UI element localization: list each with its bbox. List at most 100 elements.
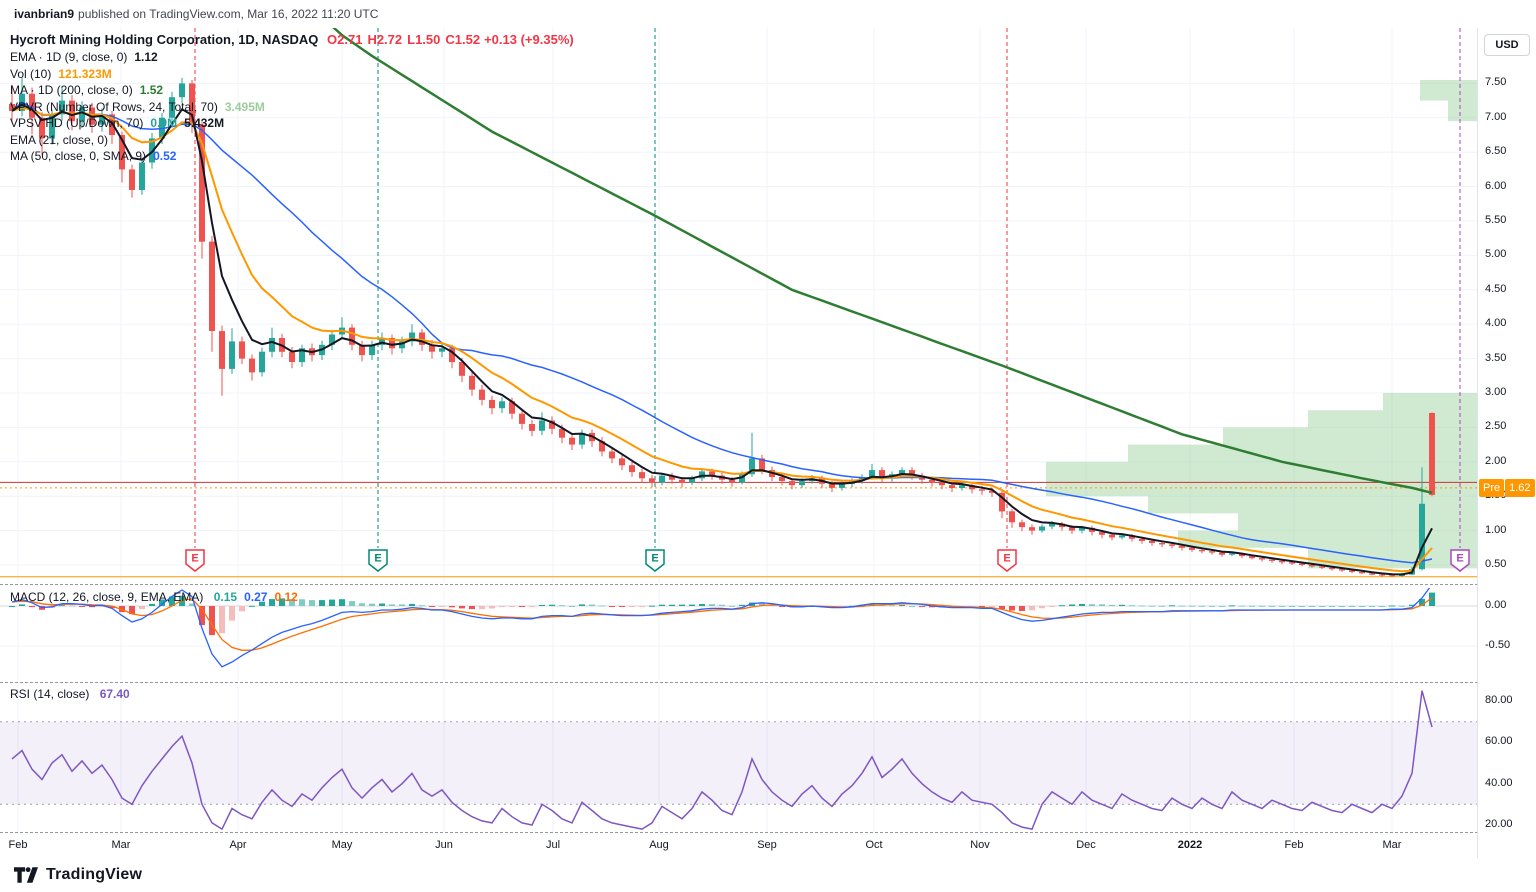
ohlc-c: C1.52 xyxy=(445,32,481,47)
price-axis-label: 2.00 xyxy=(1485,454,1507,467)
publish-header: ivanbrian9 published on TradingView.com,… xyxy=(0,0,1536,28)
rsi-axis-label: 60.00 xyxy=(1485,735,1513,748)
earnings-badge[interactable]: E xyxy=(997,549,1017,572)
price-axis-label: 5.50 xyxy=(1485,214,1507,226)
tradingview-brand[interactable]: TradingView xyxy=(46,866,143,883)
indicator-value: 0.52 xyxy=(153,149,177,163)
price-axis-label: 6.00 xyxy=(1485,179,1507,192)
time-axis-label: Dec xyxy=(1076,839,1096,851)
time-axis-label: Feb xyxy=(8,839,28,851)
ohlc-l: L1.50 xyxy=(407,32,441,47)
price-axis-label: 5.00 xyxy=(1485,248,1507,261)
symbol-title-row[interactable]: Hycroft Mining Holding Corporation, 1D, … xyxy=(10,31,574,49)
ohlc-o: O2.71 xyxy=(327,32,363,47)
publish-info: published on TradingView.com, Mar 16, 20… xyxy=(78,7,379,21)
pre-market-price-badge: Pre 1.62 xyxy=(1479,478,1535,497)
price-axis-label: 7.00 xyxy=(1485,110,1507,123)
indicator-label: MA (50, close, 0, SMA, 9) xyxy=(10,149,147,163)
macd-value: 0.15 xyxy=(213,590,238,604)
time-axis-label: Oct xyxy=(865,839,883,851)
rsi-axis-label: 20.00 xyxy=(1485,818,1513,830)
footer: TradingView xyxy=(0,857,1536,892)
symbol-name[interactable]: Hycroft Mining Holding Corporation, 1D, … xyxy=(10,32,319,47)
indicator-label: VPSV HD (Up/Down, 70) xyxy=(10,116,144,130)
svg-text:E: E xyxy=(191,553,198,565)
time-axis-label: Feb xyxy=(1284,839,1304,851)
price-axis-label: 4.00 xyxy=(1485,317,1507,330)
legend-row[interactable]: MA · 1D (200, close, 0) 1.52 xyxy=(10,82,574,99)
earnings-badge[interactable]: E xyxy=(645,549,665,572)
legend-row[interactable]: EMA (21, close, 0) xyxy=(10,132,574,149)
time-axis-label: Apr xyxy=(229,839,247,851)
change-value: +0.13 (+9.35%) xyxy=(484,32,574,47)
earnings-badge[interactable]: E xyxy=(185,549,205,572)
time-axis-label: Sep xyxy=(757,839,777,851)
indicator-rows: EMA · 1D (9, close, 0) 1.12 Vol (10) 121.32… xyxy=(10,49,574,165)
svg-text:E: E xyxy=(1003,553,1010,565)
price-axis-label: 4.50 xyxy=(1485,282,1507,295)
time-axis[interactable]: Feb Mar Apr May Jun Jul Aug Sep Oct Nov Dec 2022 Feb… xyxy=(0,834,1478,858)
legend-row[interactable]: EMA · 1D (9, close, 0) 1.12 xyxy=(10,49,574,66)
indicator-value: 1.12 xyxy=(134,50,158,64)
macd-axis-label: -0.50 xyxy=(1485,639,1511,651)
indicator-label: VPVR (Number Of Rows, 24, Total, 70) xyxy=(10,99,218,114)
rsi-axis-label: 40.00 xyxy=(1485,776,1513,789)
macd-value: 0.12 xyxy=(274,590,298,604)
pre-price: 1.62 xyxy=(1505,478,1535,497)
price-axis-label: 3.00 xyxy=(1485,386,1507,398)
indicator-value: 3.495M xyxy=(224,99,265,114)
time-axis-label: 2022 xyxy=(1177,839,1203,851)
ohlc-values: O2.71 H2.72 L1.50 C1.52 +0.13 (+9.35%) xyxy=(322,32,574,47)
indicator-value: 0.9M xyxy=(150,116,178,130)
ohlc-h: H2.72 xyxy=(367,32,403,47)
macd-label: MACD (12, 26, close, 9, EMA, EMA) xyxy=(10,590,204,604)
indicator-label: MA · 1D (200, close, 0) xyxy=(10,83,133,97)
pane-separator[interactable] xyxy=(0,832,1478,833)
pane-separator[interactable] xyxy=(0,682,1478,683)
indicator-legend: Hycroft Mining Holding Corporation, 1D, … xyxy=(10,31,574,165)
tradingview-logo-icon[interactable] xyxy=(14,866,38,884)
earnings-badge[interactable]: E xyxy=(1450,549,1470,572)
indicator-label: EMA · 1D (9, close, 0) xyxy=(10,50,128,64)
price-axis-label: 0.50 xyxy=(1485,558,1507,570)
price-axis-label: 6.50 xyxy=(1485,145,1507,158)
time-axis-label: Jul xyxy=(545,839,561,851)
macd-legend[interactable]: MACD (12, 26, close, 9, EMA, EMA) 0.15 0.… xyxy=(10,590,298,604)
time-axis-label: Nov xyxy=(970,839,990,851)
rsi-axis-label: 80.00 xyxy=(1485,694,1513,706)
rsi-pane-canvas[interactable] xyxy=(0,685,1478,832)
legend-row[interactable]: VPSV HD (Up/Down, 70) 0.9M 5.432M xyxy=(10,115,574,132)
svg-text:E: E xyxy=(1456,553,1463,565)
indicator-value: 5.432M xyxy=(184,116,225,130)
price-axis-label: 7.50 xyxy=(1485,76,1507,89)
macd-axis-label: 0.00 xyxy=(1485,599,1507,611)
time-axis-label: Mar xyxy=(1382,839,1402,851)
svg-text:E: E xyxy=(651,553,658,565)
macd-value: 0.27 xyxy=(244,590,268,604)
svg-text:E: E xyxy=(374,553,381,565)
currency-toggle-button[interactable]: USD xyxy=(1484,34,1530,56)
publisher-username[interactable]: ivanbrian9 xyxy=(14,7,75,21)
time-axis-label: Aug xyxy=(649,839,669,851)
legend-row[interactable]: Vol (10) 121.323M xyxy=(10,66,574,83)
macd-values: 0.15 0.27 0.12 xyxy=(207,590,298,604)
indicator-value: 1.52 xyxy=(139,83,164,97)
macd-pane-canvas[interactable] xyxy=(0,588,1478,680)
rsi-value: 67.40 xyxy=(99,687,130,701)
chart-area: E E E E E Hycroft Mining Holding Corporation… xyxy=(0,28,1536,858)
earnings-badge[interactable]: E xyxy=(368,549,388,572)
price-axis[interactable]: USD 7.50 7.00 6.50 6.00 5.50 5.00 4.50 4.00 3.50… xyxy=(1477,28,1536,858)
rsi-legend[interactable]: RSI (14, close) 67.40 xyxy=(10,687,130,701)
time-axis-label: Jun xyxy=(435,839,453,851)
indicator-label: EMA (21, close, 0) xyxy=(10,132,109,147)
indicator-label: Vol (10) xyxy=(10,66,52,81)
pre-label: Pre xyxy=(1479,478,1505,497)
indicator-value: 121.323M xyxy=(58,66,112,81)
legend-row[interactable]: MA (50, close, 0, SMA, 9) 0.52 xyxy=(10,148,574,165)
legend-row[interactable]: VPVR (Number Of Rows, 24, Total, 70) 3.49… xyxy=(10,99,574,116)
pane-separator[interactable] xyxy=(0,584,1478,585)
rsi-label: RSI (14, close) xyxy=(10,687,90,701)
time-axis-label: May xyxy=(331,839,353,851)
